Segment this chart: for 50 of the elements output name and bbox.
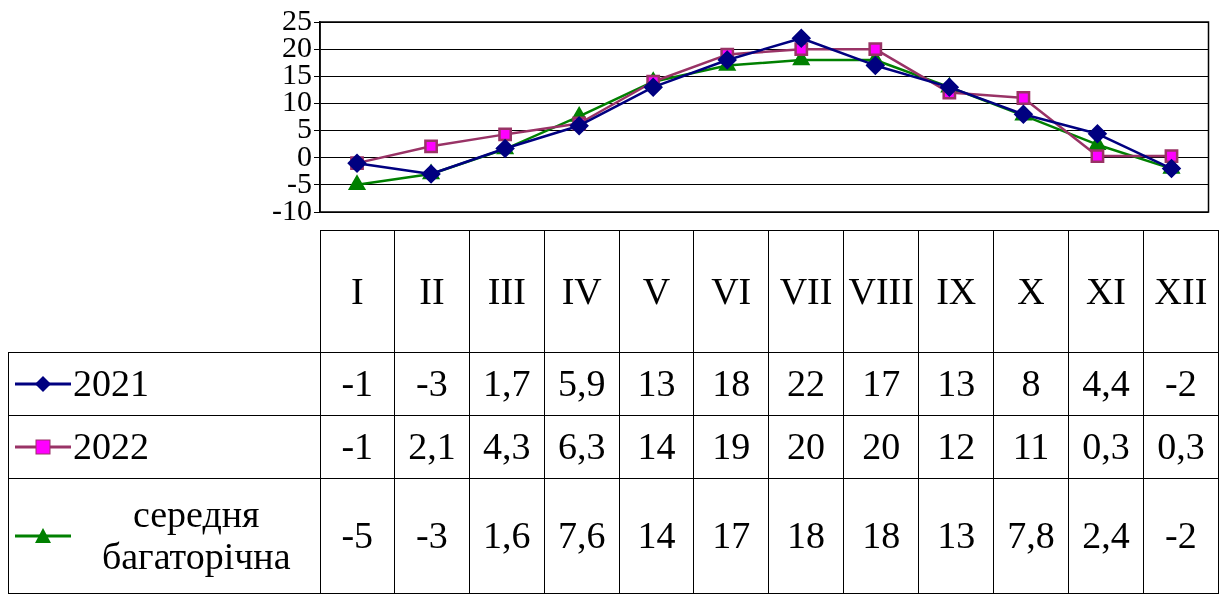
data-label: 13 (619, 352, 694, 416)
x-tick-label: IX (918, 230, 994, 353)
data-label: 22 (768, 352, 844, 416)
data-label: 4,4 (1068, 352, 1144, 416)
x-tick-label: III (469, 230, 545, 353)
x-tick-label: I (320, 230, 395, 353)
data-label: 2,4 (1068, 478, 1144, 594)
data-label: 18 (768, 478, 844, 594)
data-label: 6,3 (544, 415, 620, 479)
x-tick-label: IV (544, 230, 620, 353)
data-label: 1,7 (469, 352, 545, 416)
data-label: 17 (693, 478, 769, 594)
x-tick-label: XI (1068, 230, 1144, 353)
x-tick-label: VIII (843, 230, 919, 353)
data-label: 1,6 (469, 478, 545, 594)
data-label: 19 (693, 415, 769, 479)
data-label: 18 (843, 478, 919, 594)
data-label: 13 (918, 478, 994, 594)
x-tick-label: VI (693, 230, 769, 353)
data-label: 13 (918, 352, 994, 416)
x-tick-label: V (619, 230, 694, 353)
data-label: 0,3 (1068, 415, 1144, 479)
data-label: 7,6 (544, 478, 620, 594)
data-label: 20 (843, 415, 919, 479)
data-label: 12 (918, 415, 994, 479)
x-tick-label: XII (1143, 230, 1219, 353)
legend-label: середня багаторічна (100, 493, 292, 578)
data-label: -1 (320, 352, 395, 416)
data-label: -3 (394, 478, 470, 594)
data-label: 4,3 (469, 415, 545, 479)
x-tick-label: VII (768, 230, 844, 353)
data-label: -2 (1143, 478, 1219, 594)
data-label: 14 (619, 415, 694, 479)
data-label: 0,3 (1143, 415, 1219, 479)
data-label: -3 (394, 352, 470, 416)
data-label: 14 (619, 478, 694, 594)
x-tick-label: X (993, 230, 1069, 353)
data-label: 20 (768, 415, 844, 479)
data-label: 5,9 (544, 352, 620, 416)
data-label: 18 (693, 352, 769, 416)
x-tick-label: II (394, 230, 470, 353)
data-label: -1 (320, 415, 395, 479)
data-label: 2,1 (394, 415, 470, 479)
data-label: -2 (1143, 352, 1219, 416)
data-label: 11 (993, 415, 1069, 479)
data-label: 17 (843, 352, 919, 416)
data-label: 8 (993, 352, 1069, 416)
legend-label: 2022 (73, 425, 150, 468)
data-label: 7,8 (993, 478, 1069, 594)
legend-label: 2021 (73, 362, 150, 405)
